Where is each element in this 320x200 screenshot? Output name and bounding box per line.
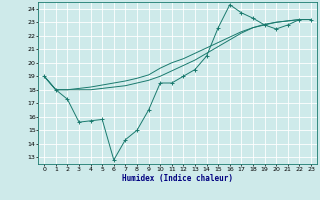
X-axis label: Humidex (Indice chaleur): Humidex (Indice chaleur) xyxy=(122,174,233,183)
